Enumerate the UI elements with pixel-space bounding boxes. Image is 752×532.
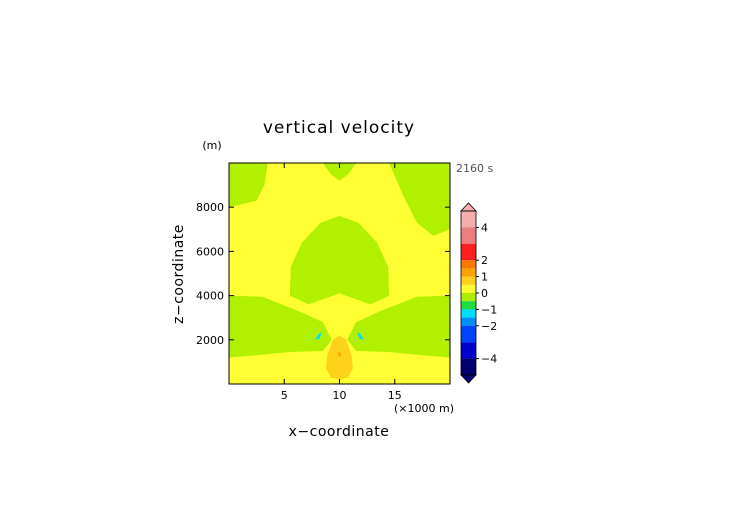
x-tick-label: 5	[281, 389, 288, 402]
y-tick-label: 6000	[196, 245, 224, 258]
contour-region-left-band	[229, 295, 332, 358]
colorbar-band	[461, 227, 476, 244]
colorbar-tick-label: 0	[481, 287, 488, 300]
contour-region-right-band	[347, 295, 450, 358]
colorbar-top-arrow	[460, 202, 477, 212]
time-label: 2160 s	[456, 162, 493, 175]
colorbar-band	[461, 276, 476, 285]
x-tick-label: 10	[333, 389, 347, 402]
colorbar-band	[461, 260, 476, 269]
x-unit-label: (×1000 m)	[394, 402, 454, 415]
colorbar-band	[461, 325, 476, 343]
y-tick-label: 4000	[196, 290, 224, 303]
y-tick-label: 8000	[196, 201, 224, 214]
contour-region-left-lobe	[315, 332, 322, 340]
colorbar-tick-label: 1	[481, 271, 488, 284]
colorbar-band	[461, 293, 476, 302]
colorbar-band	[461, 317, 476, 326]
contour-region-top-centre	[322, 163, 357, 181]
colorbar-band	[461, 358, 476, 375]
colorbar-band	[461, 243, 476, 261]
colorbar-band	[461, 309, 476, 318]
contour-region-dome	[289, 216, 390, 305]
colorbar-tick-label: −4	[481, 353, 497, 366]
colorbar-band	[461, 301, 476, 310]
y-axis-label: z−coordinate	[171, 224, 187, 324]
contour-region-top-left	[229, 163, 268, 208]
colorbar-tick-label: 4	[481, 221, 488, 234]
contour-region-top-right	[389, 163, 450, 236]
chart-title: vertical velocity	[263, 118, 415, 138]
colorbar-band	[461, 211, 476, 228]
colorbar: 4 2 1 0 −1 −2 −4	[460, 202, 497, 384]
colorbar-tick-label: −1	[481, 303, 497, 316]
y-axis: 2000 4000 6000 8000	[196, 201, 450, 347]
colorbar-band	[461, 342, 476, 359]
y-unit-label: (m)	[202, 139, 221, 152]
x-axis: 5 10 15	[281, 163, 402, 402]
colorbar-band	[461, 284, 476, 293]
plot-area	[229, 163, 450, 384]
x-tick-label: 15	[388, 389, 402, 402]
colorbar-band	[461, 268, 476, 277]
x-axis-label: x−coordinate	[289, 424, 390, 440]
contour-region-right-lobe	[357, 332, 364, 340]
colorbar-tick-label: −2	[481, 320, 497, 333]
colorbar-tick-label: 2	[481, 254, 488, 267]
contour-region-plume-centre	[337, 350, 342, 358]
y-tick-label: 2000	[196, 334, 224, 347]
colorbar-bottom-arrow	[460, 374, 477, 384]
